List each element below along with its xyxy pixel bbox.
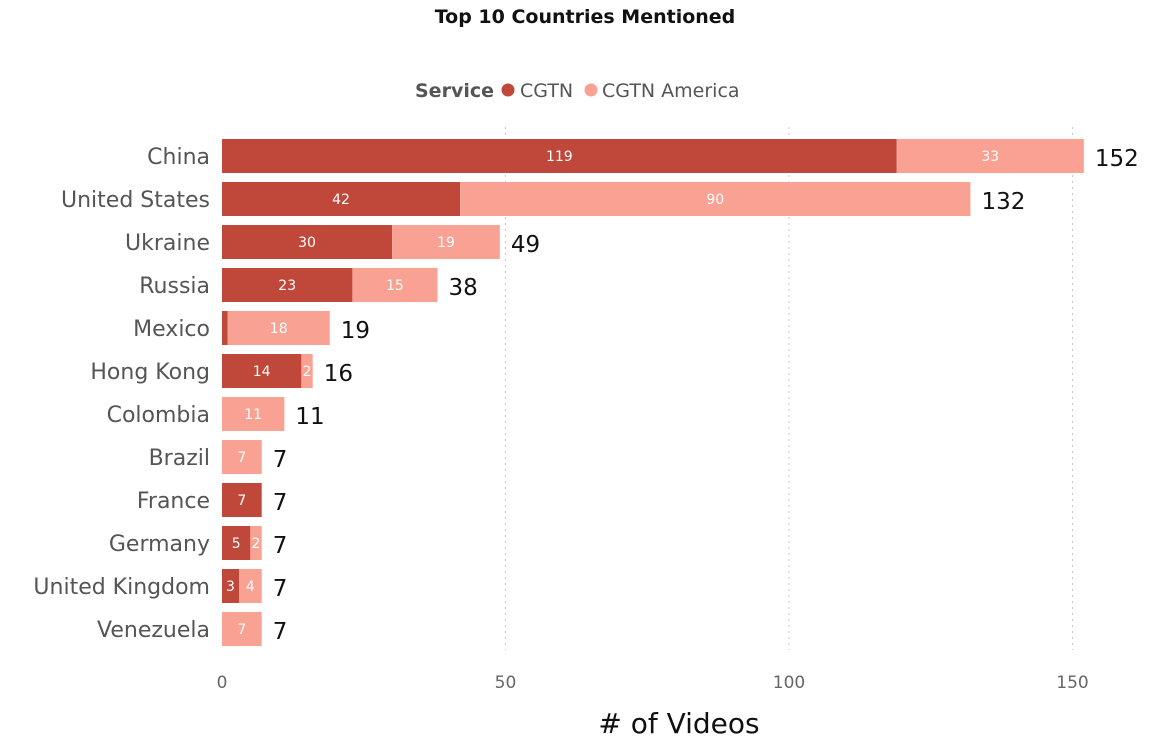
category-label-brazil: Brazil bbox=[149, 446, 210, 471]
x-axis-ticks: 0 50 100 150 bbox=[217, 673, 1089, 693]
chart-title: Top 10 Countries Mentioned bbox=[435, 6, 736, 28]
category-label-united-states: United States bbox=[61, 188, 210, 213]
segment-label-russia-cgtn: 23 bbox=[278, 278, 296, 294]
bar-united-states-cgtn[interactable] bbox=[222, 182, 461, 216]
segment-label-hong-kong-cgtn: 14 bbox=[253, 364, 271, 380]
category-label-germany: Germany bbox=[109, 532, 210, 557]
legend-title: Service bbox=[415, 80, 494, 102]
category-label-united-kingdom: United Kingdom bbox=[33, 575, 210, 600]
x-tick-label-100: 100 bbox=[773, 673, 805, 693]
total-label-brazil: 7 bbox=[273, 447, 288, 473]
legend: Service CGTN CGTN America bbox=[415, 80, 740, 102]
total-label-ukraine: 49 bbox=[511, 232, 540, 258]
segment-label-ukraine-cgtn-america: 19 bbox=[437, 235, 455, 251]
bar-germany-cgtn[interactable] bbox=[222, 526, 251, 560]
bar-brazil-cgtn-america[interactable] bbox=[222, 440, 262, 474]
bar-hong-kong-cgtn-america[interactable] bbox=[301, 354, 313, 388]
segment-label-colombia-cgtn-america: 11 bbox=[244, 407, 262, 423]
segment-label-brazil-cgtn-america: 7 bbox=[237, 450, 246, 466]
segment-label-united-states-cgtn-america: 90 bbox=[706, 192, 724, 208]
total-label-united-states: 132 bbox=[981, 189, 1025, 215]
bar-russia-cgtn-america[interactable] bbox=[352, 268, 438, 302]
segment-label-france-cgtn: 7 bbox=[237, 493, 246, 509]
category-label-ukraine: Ukraine bbox=[125, 231, 210, 256]
bar-china-cgtn[interactable] bbox=[222, 139, 897, 173]
segment-label-ukraine-cgtn: 30 bbox=[298, 235, 316, 251]
category-label-china: China bbox=[147, 145, 210, 170]
segment-label-venezuela-cgtn-america: 7 bbox=[237, 622, 246, 638]
total-label-united-kingdom: 7 bbox=[273, 576, 288, 602]
total-label-china: 152 bbox=[1095, 146, 1139, 172]
legend-swatch-cgtn-america bbox=[584, 83, 598, 97]
x-axis-title: # of Videos bbox=[598, 707, 759, 740]
segment-label-united-kingdom-cgtn: 3 bbox=[226, 579, 235, 595]
segment-label-china-cgtn: 119 bbox=[546, 149, 573, 165]
legend-swatch-cgtn bbox=[501, 83, 515, 97]
bar-united-kingdom-cgtn-america[interactable] bbox=[239, 569, 262, 603]
category-label-mexico: Mexico bbox=[133, 317, 210, 342]
category-labels: China United States Ukraine Russia Mexico Hon… bbox=[33, 145, 210, 643]
segment-label-united-kingdom-cgtn-america: 4 bbox=[246, 579, 255, 595]
total-label-venezuela: 7 bbox=[273, 619, 288, 645]
category-label-colombia: Colombia bbox=[107, 403, 210, 428]
category-label-russia: Russia bbox=[139, 274, 210, 299]
legend-label-cgtn-america[interactable]: CGTN America bbox=[602, 80, 740, 102]
bar-united-kingdom-cgtn[interactable] bbox=[222, 569, 240, 603]
total-label-germany: 7 bbox=[273, 533, 288, 559]
segment-label-hong-kong-cgtn-america: 2 bbox=[303, 364, 312, 380]
legend-label-cgtn[interactable]: CGTN bbox=[520, 80, 573, 102]
bar-russia-cgtn[interactable] bbox=[222, 268, 353, 302]
segment-label-russia-cgtn-america: 15 bbox=[386, 278, 404, 294]
bar-mexico-cgtn-america[interactable] bbox=[227, 311, 330, 345]
bar-mexico-cgtn[interactable] bbox=[222, 311, 228, 345]
total-label-russia: 38 bbox=[448, 275, 477, 301]
total-label-mexico: 19 bbox=[341, 318, 370, 344]
bar-france-cgtn[interactable] bbox=[222, 483, 262, 517]
bar-germany-cgtn-america[interactable] bbox=[250, 526, 262, 560]
segment-label-united-states-cgtn: 42 bbox=[332, 192, 350, 208]
bar-ukraine-cgtn-america[interactable] bbox=[392, 225, 500, 259]
total-label-colombia: 11 bbox=[295, 404, 324, 430]
bar-colombia-cgtn-america[interactable] bbox=[222, 397, 285, 431]
bar-hong-kong-cgtn[interactable] bbox=[222, 354, 302, 388]
category-label-hong-kong: Hong Kong bbox=[90, 360, 210, 385]
bar-china-cgtn-america[interactable] bbox=[896, 139, 1084, 173]
category-label-venezuela: Venezuela bbox=[97, 618, 210, 643]
bars bbox=[222, 139, 1084, 646]
x-tick-label-50: 50 bbox=[495, 673, 517, 693]
category-label-france: France bbox=[137, 489, 210, 514]
segment-label-mexico-cgtn-america: 18 bbox=[270, 321, 288, 337]
segment-label-germany-cgtn: 5 bbox=[232, 536, 241, 552]
total-label-hong-kong: 16 bbox=[324, 361, 353, 387]
total-label-france: 7 bbox=[273, 490, 288, 516]
bar-united-states-cgtn-america[interactable] bbox=[460, 182, 971, 216]
segment-label-china-cgtn-america: 33 bbox=[981, 149, 999, 165]
bar-ukraine-cgtn[interactable] bbox=[222, 225, 393, 259]
x-tick-label-0: 0 bbox=[217, 673, 228, 693]
bar-venezuela-cgtn-america[interactable] bbox=[222, 612, 262, 646]
x-tick-label-150: 150 bbox=[1056, 673, 1088, 693]
segment-label-germany-cgtn-america: 2 bbox=[252, 536, 261, 552]
